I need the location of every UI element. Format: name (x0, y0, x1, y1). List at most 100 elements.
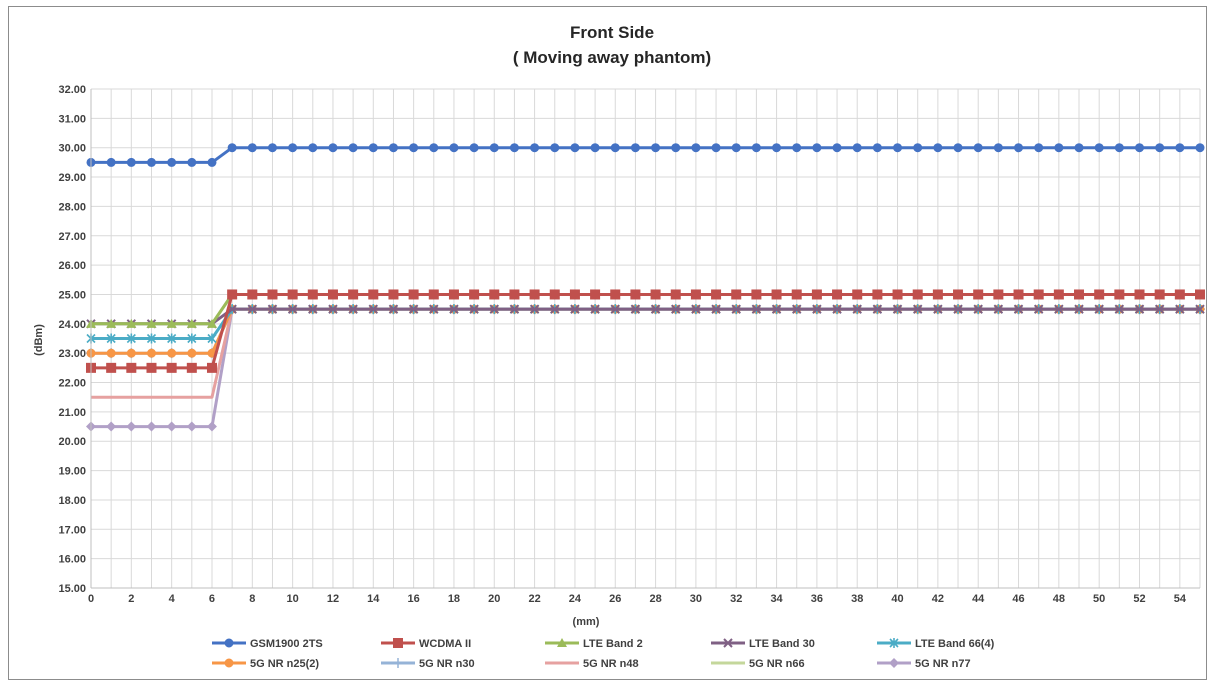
data-point (186, 362, 197, 373)
y-tick-label: 25.00 (58, 289, 86, 301)
data-point (852, 289, 863, 300)
data-point (711, 289, 722, 300)
x-tick-label: 46 (1012, 593, 1024, 605)
data-point (973, 143, 983, 153)
legend-label: 5G NR n30 (419, 658, 475, 670)
data-point (691, 143, 701, 153)
data-point (429, 304, 439, 314)
data-point (892, 304, 903, 314)
data-point (1074, 304, 1084, 314)
data-point (549, 289, 560, 300)
data-point (146, 318, 157, 328)
x-tick-label: 18 (448, 593, 460, 605)
x-tick-label: 44 (972, 593, 985, 605)
data-point (1033, 304, 1044, 314)
chart-title: Front Side (570, 23, 654, 42)
data-point (1154, 304, 1165, 314)
data-point (186, 318, 197, 328)
x-tick-label: 22 (528, 593, 540, 605)
y-axis-title: (dBm) (33, 324, 45, 356)
data-point (206, 318, 217, 328)
grid-layer (90, 88, 1201, 589)
data-point (327, 289, 338, 300)
data-point (448, 289, 459, 300)
y-tick-label: 22.00 (58, 378, 86, 390)
x-tick-label: 24 (569, 593, 582, 605)
data-point (106, 421, 117, 432)
data-point (126, 348, 136, 358)
x-tick-label: 34 (770, 593, 783, 605)
data-point (630, 304, 641, 314)
data-point (167, 157, 177, 167)
data-point (126, 157, 136, 167)
data-point (489, 143, 499, 153)
series-lte-band-30 (86, 304, 1205, 329)
data-point (429, 143, 439, 153)
data-point (852, 304, 862, 314)
data-point (691, 304, 701, 314)
x-tick-label: 4 (169, 593, 176, 605)
data-point (1155, 143, 1165, 153)
data-point (1054, 143, 1064, 153)
data-point (247, 143, 257, 153)
data-point (206, 421, 217, 432)
data-point (610, 143, 620, 153)
data-point (1094, 289, 1105, 300)
data-point (146, 362, 157, 373)
data-point (529, 304, 540, 314)
data-point (267, 304, 278, 314)
data-point (126, 333, 136, 344)
data-point (993, 304, 1004, 314)
y-tick-label: 19.00 (58, 466, 86, 478)
data-point (913, 304, 923, 314)
data-point (288, 143, 298, 153)
data-point (711, 143, 721, 153)
data-point (287, 304, 298, 314)
data-point (1114, 143, 1124, 153)
data-point (791, 289, 802, 300)
y-tick-label: 24.00 (58, 319, 86, 331)
data-point (731, 143, 741, 153)
legend-label: WCDMA II (419, 638, 471, 650)
legend-item: 5G NR n30 (381, 658, 475, 670)
data-point (650, 289, 661, 300)
data-point (1154, 289, 1165, 300)
data-point (1053, 289, 1064, 300)
x-tick-label: 0 (88, 593, 94, 605)
data-point (690, 289, 701, 300)
data-point (1033, 289, 1044, 300)
legend-marker (889, 658, 899, 668)
data-point (469, 304, 479, 314)
data-point (328, 143, 338, 153)
data-point (166, 318, 177, 328)
x-tick-label: 32 (730, 593, 742, 605)
data-point (630, 289, 641, 300)
series-line (91, 307, 1200, 429)
legend-item: 5G NR n25(2) (212, 658, 319, 670)
y-tick-label: 15.00 (58, 583, 86, 595)
data-point (368, 289, 379, 300)
series-line (91, 307, 1200, 355)
legend-item: LTE Band 2 (545, 638, 643, 650)
data-point (751, 289, 762, 300)
data-point (550, 304, 560, 314)
data-point (469, 289, 480, 300)
data-point (953, 289, 964, 300)
series-wcdma-ii (86, 289, 1205, 373)
data-point (751, 304, 762, 314)
data-point (1134, 304, 1145, 314)
y-tick-label: 21.00 (58, 407, 86, 419)
data-point (166, 421, 177, 432)
legend-item: WCDMA II (381, 638, 471, 650)
data-point (933, 304, 943, 314)
data-point (912, 289, 923, 300)
legend-marker (393, 638, 403, 648)
data-point (590, 304, 600, 314)
x-tick-label: 16 (407, 593, 419, 605)
data-point (509, 143, 519, 153)
data-point (247, 289, 258, 300)
data-point (166, 362, 177, 373)
data-point (126, 318, 137, 328)
y-tick-label: 29.00 (58, 172, 86, 184)
y-tick-label: 27.00 (58, 231, 86, 243)
